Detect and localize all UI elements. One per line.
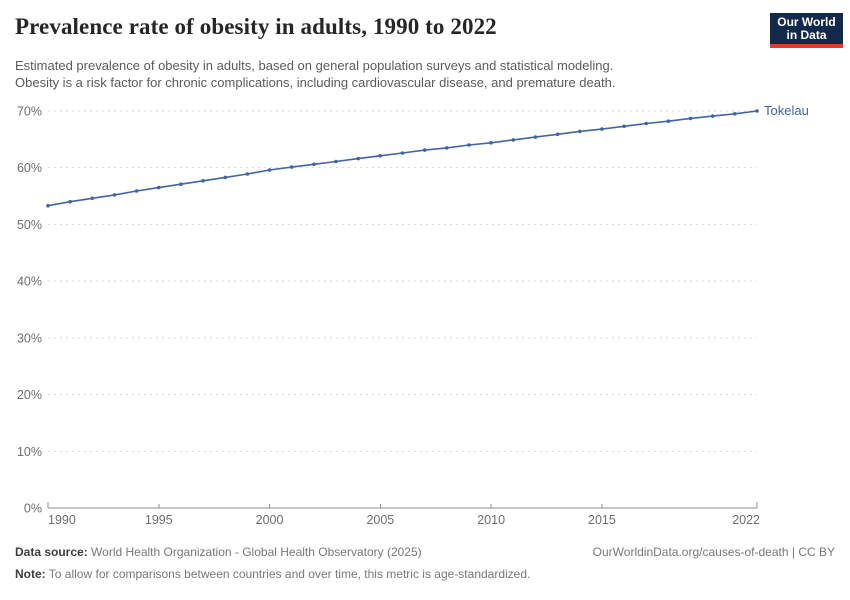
data-point (289, 165, 294, 169)
data-source-label: Data source: (15, 545, 88, 559)
data-point (400, 151, 405, 155)
data-point (90, 196, 95, 201)
series-end-label: Tokelau (764, 103, 809, 118)
data-point (710, 114, 715, 118)
y-tick-label: 60% (17, 161, 42, 175)
logo-line-1: Our World (777, 14, 836, 29)
data-point (68, 199, 72, 204)
x-tick-label: 2010 (477, 513, 505, 527)
y-tick-label: 50% (17, 218, 42, 232)
x-tick-label: 1990 (48, 513, 76, 527)
y-tick-label: 0% (24, 502, 42, 516)
y-tick-label: 70% (17, 105, 42, 119)
data-point (733, 112, 737, 116)
data-line (47, 110, 758, 207)
data-point (511, 138, 516, 142)
data-point (356, 156, 361, 161)
owid-license-link[interactable]: OurWorldinData.org/causes-of-death | CC … (592, 545, 835, 559)
line-chart: 0% 10% 20% 30% 40% 50% 60% 70% 1990 1995 2000 2005 2… (17, 103, 809, 527)
data-point (467, 143, 471, 147)
data-point (533, 135, 538, 139)
data-point (688, 116, 693, 121)
data-point (445, 146, 449, 150)
owid-logo: Our World in Data (770, 13, 843, 48)
y-tick-label: 20% (17, 388, 42, 402)
data-point (644, 121, 648, 126)
data-point (223, 175, 228, 180)
data-point (578, 129, 582, 134)
data-point (134, 189, 139, 193)
data-source-value: World Health Organization - Global Healt… (91, 545, 422, 559)
chart-subtitle: Estimated prevalence of obesity in adult… (15, 57, 615, 91)
y-tick-label: 40% (17, 275, 42, 289)
data-point (312, 162, 316, 167)
data-point (179, 182, 183, 186)
subtitle-line-1: Estimated prevalence of obesity in adult… (15, 58, 614, 73)
data-point (201, 179, 205, 183)
data-point (245, 172, 250, 176)
logo-line-2: in Data (786, 27, 827, 42)
chart-footer: Data source: World Health Organization -… (15, 545, 835, 582)
y-tick-label: 10% (17, 445, 42, 459)
data-point (422, 148, 427, 152)
x-tick-label: 2015 (588, 513, 616, 527)
x-tick-label: 2005 (366, 513, 394, 527)
page-title: Prevalence rate of obesity in adults, 19… (15, 14, 497, 39)
subtitle-line-2: Obesity is a risk factor for chronic com… (15, 75, 616, 90)
data-point (334, 159, 338, 164)
data-point (555, 132, 560, 137)
data-point (157, 185, 161, 190)
data-point (46, 203, 50, 208)
y-tick-label: 30% (17, 331, 42, 345)
x-tick-label: 1995 (145, 513, 173, 527)
data-point (267, 168, 272, 172)
chart-note: Note: To allow for comparisons between c… (15, 567, 835, 582)
data-point (755, 109, 759, 113)
x-tick-label: 2000 (256, 513, 284, 527)
data-point (112, 193, 117, 197)
data-point (622, 124, 626, 129)
data-point (666, 119, 671, 123)
data-point (378, 154, 383, 158)
data-point (489, 141, 493, 145)
note-value: To allow for comparisons between countri… (48, 567, 531, 581)
data-point (600, 127, 604, 131)
data-source: Data source: World Health Organization -… (15, 545, 422, 560)
note-label: Note: (15, 567, 46, 581)
x-tick-label: 2022 (732, 513, 760, 527)
